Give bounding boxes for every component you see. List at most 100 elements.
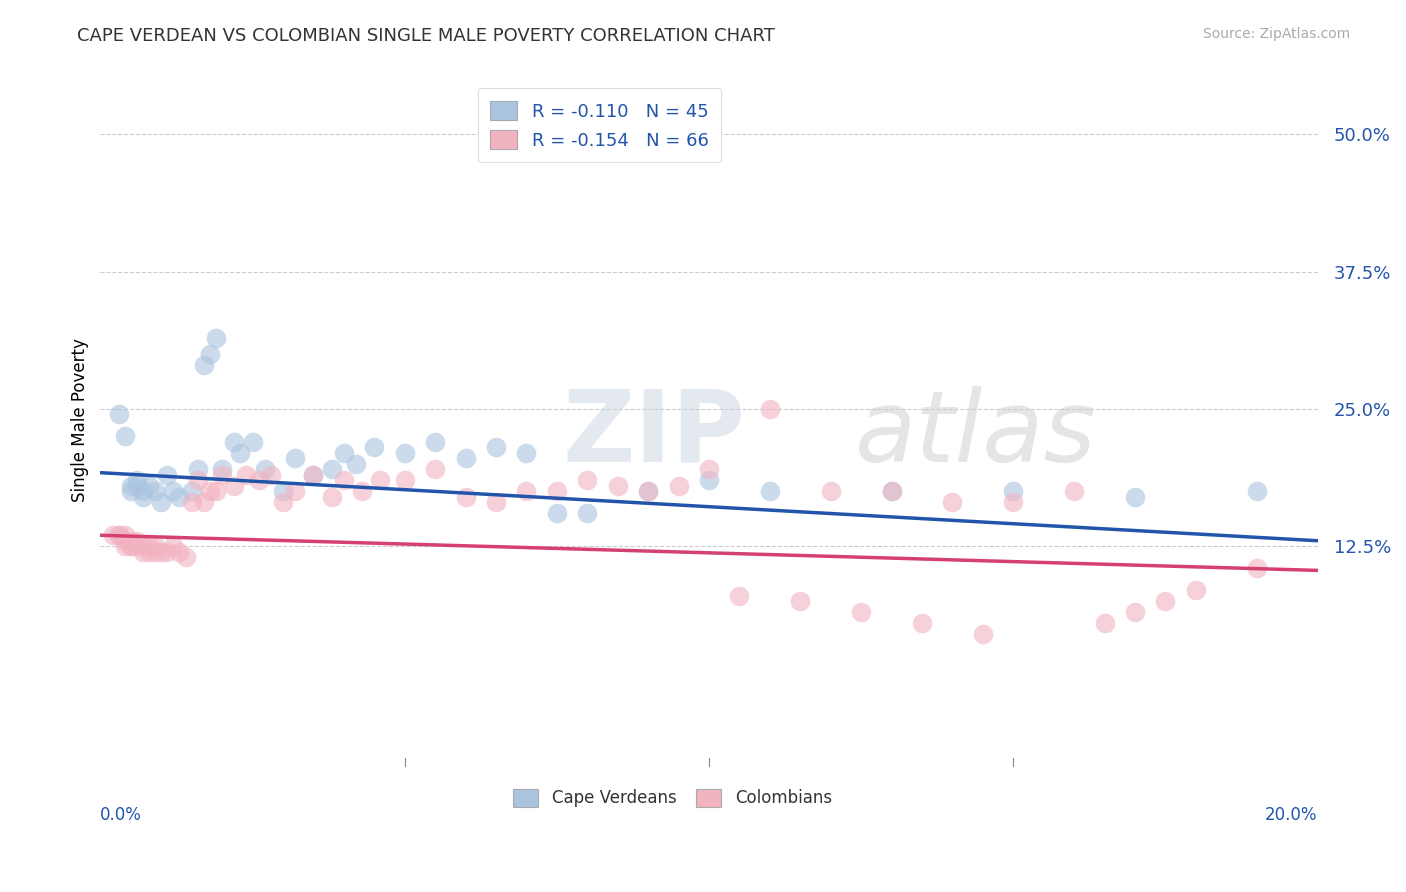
Point [759, 401, 782, 416]
Text: Source: ZipAtlas.com: Source: ZipAtlas.com [1202, 27, 1350, 41]
Point [125, 474, 148, 488]
Point [1185, 583, 1208, 598]
Point [180, 495, 202, 509]
Point [849, 605, 872, 619]
Point [193, 358, 215, 372]
Point [1094, 616, 1116, 631]
Point [637, 484, 659, 499]
Point [132, 490, 155, 504]
Point [125, 479, 148, 493]
Point [668, 479, 690, 493]
Point [321, 462, 343, 476]
Text: CAPE VERDEAN VS COLOMBIAN SINGLE MALE POVERTY CORRELATION CHART: CAPE VERDEAN VS COLOMBIAN SINGLE MALE PO… [77, 27, 775, 45]
Point [972, 627, 994, 641]
Point [454, 451, 477, 466]
Point [394, 474, 416, 488]
Point [333, 474, 356, 488]
Point [101, 528, 124, 542]
Point [120, 533, 142, 548]
Point [728, 589, 751, 603]
Point [515, 446, 537, 460]
Point [120, 484, 142, 499]
Point [546, 506, 568, 520]
Point [150, 495, 173, 509]
Text: 20.0%: 20.0% [1265, 806, 1317, 824]
Point [302, 467, 325, 482]
Point [187, 474, 209, 488]
Point [941, 495, 963, 509]
Point [107, 528, 129, 542]
Point [423, 462, 446, 476]
Point [1154, 594, 1177, 608]
Point [1246, 561, 1268, 575]
Point [576, 506, 599, 520]
Point [132, 484, 155, 499]
Point [198, 484, 221, 499]
Point [107, 408, 129, 422]
Point [260, 467, 283, 482]
Point [120, 539, 142, 553]
Point [637, 484, 659, 499]
Point [205, 330, 228, 344]
Point [253, 462, 276, 476]
Point [156, 467, 179, 482]
Point [546, 484, 568, 499]
Point [198, 347, 221, 361]
Point [180, 484, 202, 499]
Point [247, 474, 270, 488]
Point [820, 484, 842, 499]
Point [125, 539, 148, 553]
Point [759, 484, 782, 499]
Point [169, 545, 191, 559]
Point [143, 484, 166, 499]
Point [211, 467, 233, 482]
Point [454, 490, 477, 504]
Point [515, 484, 537, 499]
Point [576, 474, 599, 488]
Point [162, 539, 184, 553]
Point [138, 545, 160, 559]
Legend: Cape Verdeans, Colombians: Cape Verdeans, Colombians [505, 780, 841, 816]
Point [229, 446, 252, 460]
Point [132, 545, 155, 559]
Point [271, 484, 294, 499]
Point [120, 479, 142, 493]
Text: atlas: atlas [855, 385, 1097, 483]
Point [114, 528, 136, 542]
Point [187, 462, 209, 476]
Point [224, 434, 246, 449]
Point [132, 539, 155, 553]
Point [352, 484, 374, 499]
Point [333, 446, 356, 460]
Point [242, 434, 264, 449]
Point [138, 479, 160, 493]
Point [156, 545, 179, 559]
Point [911, 616, 934, 631]
Point [1246, 484, 1268, 499]
Point [143, 545, 166, 559]
Point [606, 479, 628, 493]
Point [394, 446, 416, 460]
Point [114, 539, 136, 553]
Point [363, 441, 385, 455]
Point [284, 451, 307, 466]
Point [1063, 484, 1085, 499]
Point [370, 474, 392, 488]
Point [125, 533, 148, 548]
Point [485, 441, 508, 455]
Point [193, 495, 215, 509]
Point [344, 457, 367, 471]
Point [697, 462, 720, 476]
Point [114, 533, 136, 548]
Point [138, 539, 160, 553]
Point [880, 484, 903, 499]
Point [150, 545, 173, 559]
Point [423, 434, 446, 449]
Point [211, 462, 233, 476]
Point [1123, 605, 1146, 619]
Point [114, 429, 136, 443]
Point [143, 539, 166, 553]
Point [120, 539, 142, 553]
Point [224, 479, 246, 493]
Point [321, 490, 343, 504]
